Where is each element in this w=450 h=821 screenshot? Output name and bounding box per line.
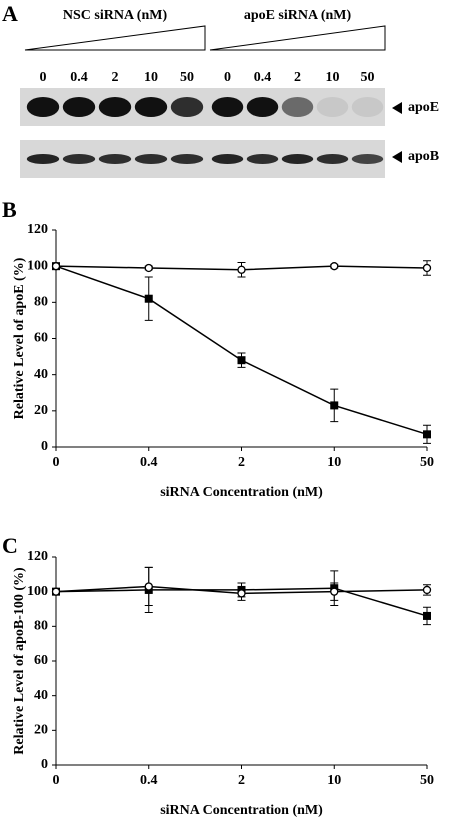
band xyxy=(351,154,384,164)
lane-label: 50 xyxy=(180,70,194,85)
band xyxy=(281,154,314,164)
marker xyxy=(330,401,339,410)
y-tick-label: 0 xyxy=(41,757,48,772)
x-tick-label: 2 xyxy=(238,455,245,470)
band xyxy=(246,154,279,164)
lane-label: 10 xyxy=(144,70,158,85)
lane-label: 2 xyxy=(112,70,119,85)
lane-label: 10 xyxy=(326,70,340,85)
y-tick-label: 100 xyxy=(27,258,48,273)
y-tick-label: 100 xyxy=(27,584,48,599)
lane-label: 2 xyxy=(294,70,301,85)
marker xyxy=(144,263,153,273)
marker xyxy=(237,589,246,598)
x-tick-label: 10 xyxy=(327,773,341,788)
x-axis-label: siRNA Concentration (nM) xyxy=(160,803,323,818)
band xyxy=(134,97,168,117)
band xyxy=(211,154,244,164)
marker xyxy=(237,265,246,274)
band-arrow xyxy=(392,151,402,163)
x-tick-label: 0.4 xyxy=(140,773,158,788)
band xyxy=(281,97,314,117)
band xyxy=(211,97,244,117)
y-axis-label: Relative Level of apoB-100 (%) xyxy=(12,567,27,755)
band xyxy=(134,154,168,164)
marker xyxy=(51,262,61,271)
marker xyxy=(51,587,61,596)
band xyxy=(26,97,60,117)
x-tick-label: 50 xyxy=(420,455,434,470)
x-tick-label: 0 xyxy=(53,773,60,788)
band xyxy=(316,97,349,117)
marker xyxy=(422,263,432,273)
x-tick-label: 2 xyxy=(238,773,245,788)
y-tick-label: 40 xyxy=(34,367,48,382)
band xyxy=(316,154,349,164)
x-tick-label: 0.4 xyxy=(140,455,158,470)
wedge xyxy=(209,25,386,51)
group-title: apoE siRNA (nM) xyxy=(244,8,352,23)
panel-label: C xyxy=(2,533,18,558)
y-tick-label: 80 xyxy=(34,619,48,634)
marker xyxy=(423,430,431,439)
lane-label: 0.4 xyxy=(70,70,88,85)
wedge xyxy=(24,25,206,51)
band-label: apoE xyxy=(408,100,439,115)
y-axis-label: Relative Level of apoE (%) xyxy=(12,257,27,419)
marker xyxy=(330,587,339,596)
lane-label: 0 xyxy=(40,70,47,85)
marker xyxy=(423,611,431,620)
panel-label: A xyxy=(2,1,18,26)
y-tick-label: 120 xyxy=(27,549,48,564)
band xyxy=(170,154,204,164)
x-tick-label: 0 xyxy=(53,455,60,470)
marker xyxy=(144,582,153,591)
marker xyxy=(237,356,246,365)
lane-label: 0 xyxy=(224,70,231,85)
band-label: apoB xyxy=(408,149,439,164)
series-line xyxy=(55,265,428,436)
y-tick-label: 80 xyxy=(34,295,48,310)
y-tick-label: 40 xyxy=(34,688,48,703)
band xyxy=(98,154,132,164)
x-tick-label: 10 xyxy=(327,455,341,470)
lane-label: 50 xyxy=(361,70,375,85)
band xyxy=(246,97,279,117)
x-tick-label: 50 xyxy=(420,773,434,788)
marker xyxy=(422,585,432,595)
y-tick-label: 60 xyxy=(34,653,48,668)
y-tick-label: 0 xyxy=(41,439,48,454)
band xyxy=(62,97,96,117)
y-tick-label: 60 xyxy=(34,331,48,346)
band-arrow xyxy=(392,102,402,114)
lane-label: 0.4 xyxy=(254,70,272,85)
marker xyxy=(144,294,153,303)
y-tick-label: 20 xyxy=(34,403,48,418)
band xyxy=(98,97,132,117)
band xyxy=(351,97,384,117)
group-title: NSC siRNA (nM) xyxy=(63,8,168,23)
y-tick-label: 20 xyxy=(34,723,48,738)
band xyxy=(62,154,96,164)
x-axis-label: siRNA Concentration (nM) xyxy=(160,485,323,500)
band xyxy=(170,97,204,117)
band xyxy=(26,154,60,164)
panel-label: B xyxy=(2,197,17,222)
marker xyxy=(330,262,339,271)
y-tick-label: 120 xyxy=(27,222,48,237)
